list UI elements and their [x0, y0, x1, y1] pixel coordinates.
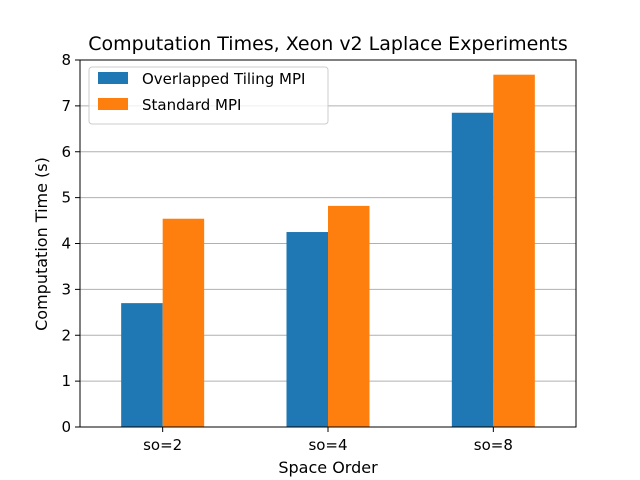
legend-label: Overlapped Tiling MPI	[142, 70, 305, 88]
legend-frame	[88, 66, 329, 125]
bar-standard-mpi-so8	[493, 74, 535, 428]
x-tick-label: so=2	[143, 436, 182, 454]
y-axis-ticks: 0 1 2 3 4 5 6 7 8	[61, 51, 80, 436]
bar-overlapped-tiling-mpi-so8	[451, 112, 494, 427]
legend-swatch	[98, 98, 128, 110]
x-tick-label: so=4	[308, 436, 347, 454]
x-axis-ticks: so=2 so=4 so=8	[143, 427, 513, 454]
bar-standard-mpi-so4	[328, 205, 370, 427]
chart-title: Computation Times, Xeon v2 Laplace Exper…	[88, 33, 568, 55]
legend-swatch	[98, 72, 128, 84]
y-tick-label: 5	[61, 189, 71, 207]
bar-overlapped-tiling-mpi-so2	[121, 303, 163, 427]
bar-standard-mpi-so2	[162, 218, 205, 427]
legend: Overlapped Tiling MPI Standard MPI	[88, 66, 329, 125]
y-tick-label: 6	[61, 143, 71, 161]
y-tick-label: 4	[61, 235, 71, 253]
y-tick-label: 3	[61, 280, 71, 298]
x-axis-title: Space Order	[278, 458, 378, 477]
y-axis-title: Computation Time (s)	[32, 157, 51, 331]
bars	[121, 74, 535, 428]
x-tick-label: so=8	[474, 436, 513, 454]
y-tick-label: 2	[61, 326, 71, 344]
bar-overlapped-tiling-mpi-so4	[286, 232, 328, 427]
legend-label: Standard MPI	[142, 96, 241, 114]
y-tick-label: 8	[61, 51, 71, 69]
y-tick-label: 1	[61, 372, 71, 390]
y-tick-label: 7	[61, 97, 71, 115]
y-tick-label: 0	[61, 418, 71, 436]
